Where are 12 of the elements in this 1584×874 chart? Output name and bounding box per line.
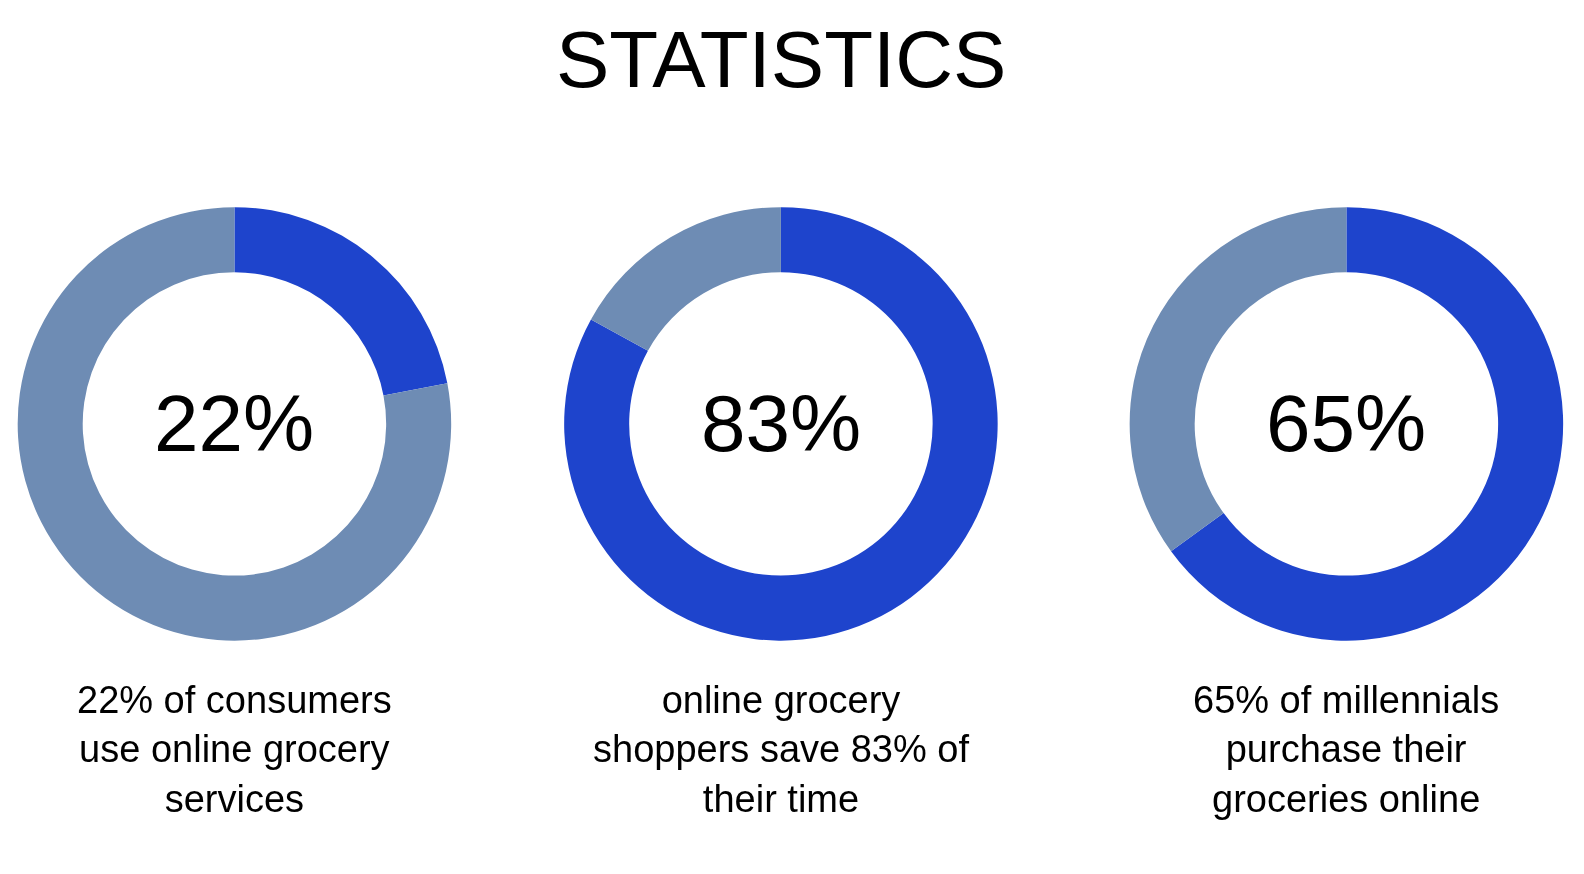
donut-slice [17, 207, 451, 641]
text: 83% [701, 379, 862, 468]
donut-slice [1171, 207, 1563, 641]
chart-title: STATISTICS [556, 15, 1007, 104]
donut-slice [564, 207, 998, 641]
text: 65% of millennials purchase their groceries online [1193, 679, 1500, 820]
text: online grocery shoppers save 83% of their time [593, 679, 970, 820]
text: 22% of consumers use online grocery services [77, 679, 392, 820]
donut-slice [234, 207, 448, 396]
text: 65% [1266, 379, 1427, 468]
text: 22% [154, 379, 315, 468]
donut-slice [590, 207, 781, 351]
